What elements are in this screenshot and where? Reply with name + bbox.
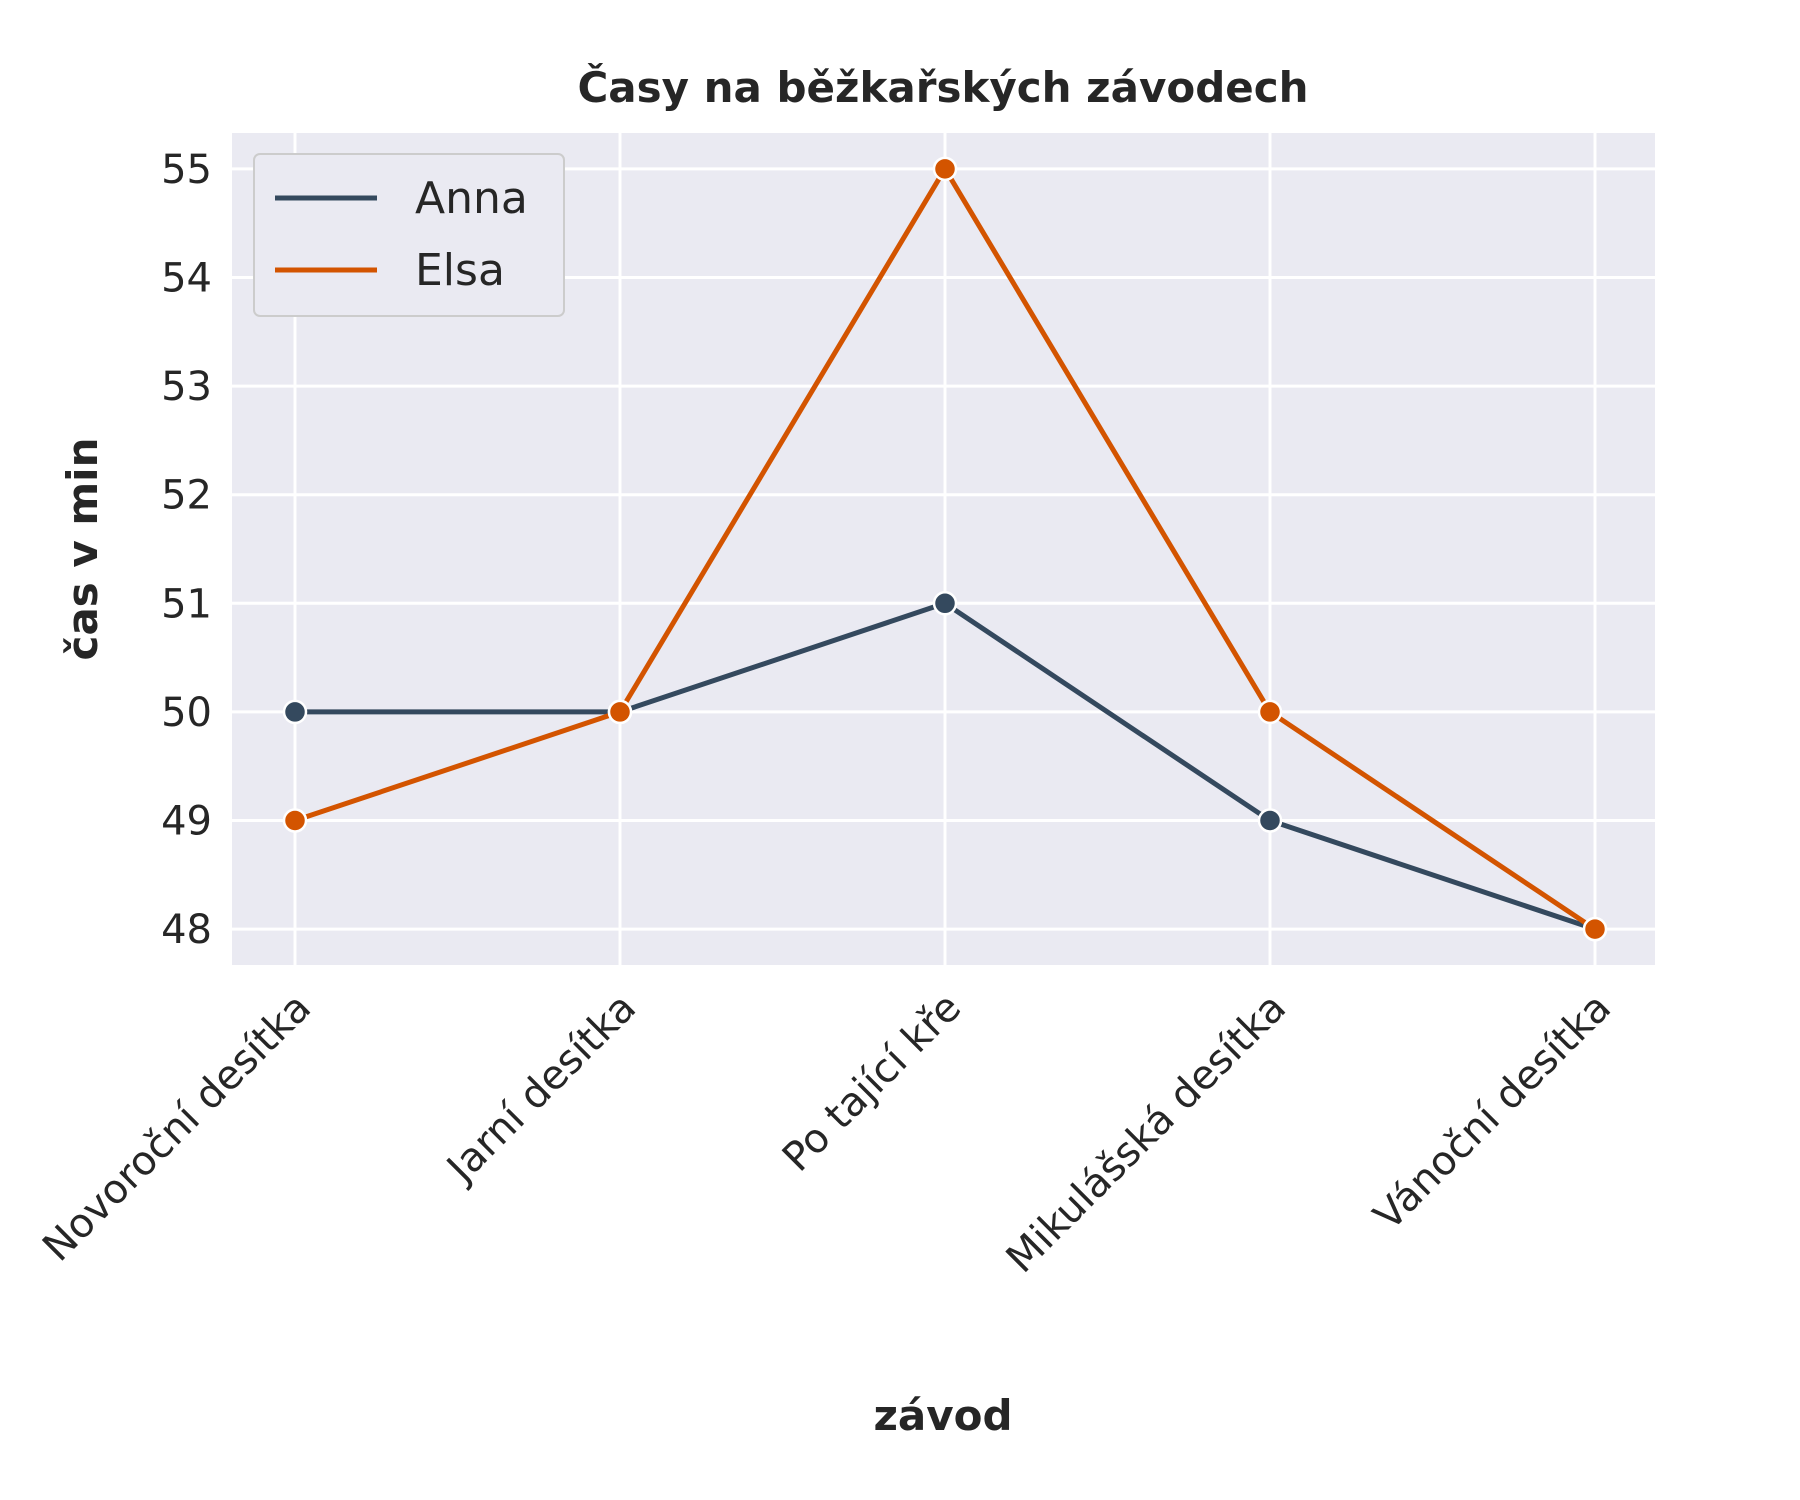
x-axis-label: závod (873, 1391, 1012, 1440)
y-tick-labels: 48 49 50 51 52 53 54 55 (161, 147, 212, 953)
legend-label-anna: Anna (415, 173, 528, 224)
x-tick-label: Novoroční desítka (34, 985, 320, 1271)
data-point-anna (1257, 808, 1283, 833)
data-point-anna (932, 591, 958, 616)
x-tick-label: Vánoční desítka (1365, 985, 1620, 1240)
y-tick-label: 50 (161, 690, 212, 736)
legend-label-elsa: Elsa (415, 245, 505, 296)
legend: Anna Elsa (253, 153, 565, 317)
x-tick-labels: Novoroční desítka Jarní desítka Po tající … (34, 985, 1620, 1282)
x-tick-label: Po tající kře (774, 985, 970, 1181)
y-tick-label: 52 (161, 473, 212, 519)
legend-box (253, 153, 565, 317)
x-tick-label: Mikulášská desítka (998, 985, 1295, 1282)
y-tick-label: 53 (161, 364, 212, 410)
y-tick-label: 49 (161, 799, 212, 845)
y-tick-label: 54 (161, 255, 212, 301)
data-point-elsa (607, 699, 633, 725)
series-layer (282, 156, 1608, 942)
data-point-elsa (1582, 916, 1608, 942)
data-point-elsa (1257, 699, 1283, 725)
y-axis-label: čas v min (58, 438, 107, 661)
chart-title: Časy na běžkařských závodech (577, 62, 1308, 112)
y-tick-label: 55 (161, 147, 212, 193)
data-point-elsa (932, 156, 958, 182)
x-tick-label: Jarní desítka (437, 985, 645, 1193)
y-tick-label: 48 (161, 907, 212, 953)
data-point-elsa (282, 808, 308, 833)
y-tick-label: 51 (161, 581, 212, 627)
data-point-anna (282, 699, 308, 725)
